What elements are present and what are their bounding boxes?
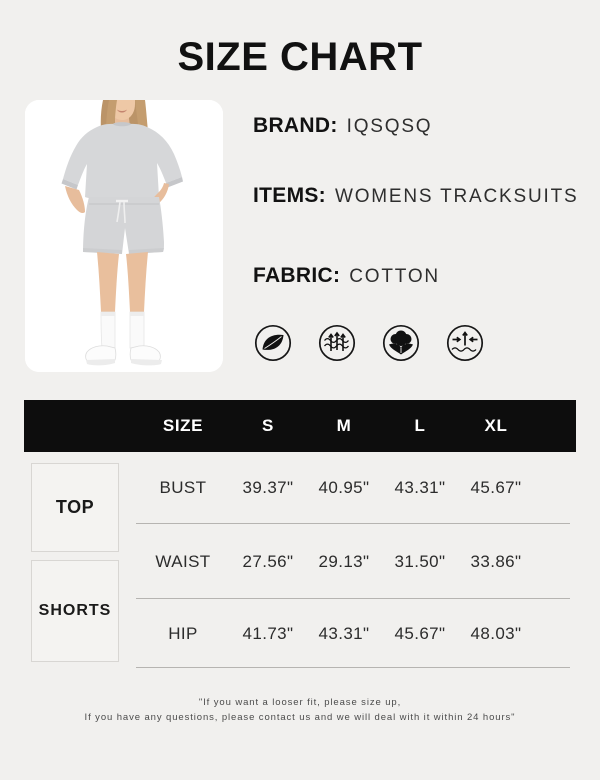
brand-label: BRAND: bbox=[253, 114, 338, 137]
model-photo-illustration bbox=[25, 100, 223, 372]
size-value: 29.13" bbox=[318, 551, 370, 571]
size-value: 39.37" bbox=[242, 478, 294, 497]
header-l: L bbox=[414, 416, 426, 435]
fabric-label: FABRIC: bbox=[253, 264, 341, 287]
size-value: 33.86" bbox=[470, 551, 522, 571]
table-row-waist: WAIST 27.56" 29.13" 31.50" 33.86" bbox=[24, 524, 576, 599]
table-row-hip: HIP 41.73" 43.31" 45.67" 48.03" bbox=[24, 599, 576, 668]
header-s: S bbox=[262, 416, 274, 435]
footer-line-2: If you have any questions, please contac… bbox=[84, 711, 516, 723]
items-value: WOMENS TRACKSUITS bbox=[334, 186, 579, 207]
group-box-top: TOP bbox=[31, 463, 119, 552]
measure-label: WAIST bbox=[155, 551, 211, 571]
size-value: 43.31" bbox=[394, 478, 446, 497]
brand-value: IQSQSQ bbox=[346, 116, 433, 137]
header-m: M bbox=[336, 416, 352, 435]
group-box-shorts: SHORTS bbox=[31, 560, 119, 662]
row-divider bbox=[136, 667, 570, 668]
size-value: 40.95" bbox=[318, 478, 370, 497]
items-row: ITEMS: WOMENS TRACKSUITS bbox=[253, 184, 578, 208]
cotton-icon bbox=[382, 324, 420, 362]
size-table: SIZE S M L XL BUST 39.37" 40.95" 43.31" … bbox=[24, 400, 576, 668]
footer-line-1: "If you want a looser fit, please size u… bbox=[198, 697, 402, 708]
leaf-icon bbox=[254, 324, 292, 362]
size-value: 45.67" bbox=[470, 478, 522, 497]
breathable-icon bbox=[318, 324, 356, 362]
footer-note: "If you want a looser fit, please size u… bbox=[0, 696, 600, 725]
header-xl: XL bbox=[484, 416, 508, 435]
fabric-value: COTTON bbox=[349, 266, 440, 287]
page-title: SIZE CHART bbox=[177, 35, 423, 79]
size-value: 31.50" bbox=[394, 551, 446, 571]
row-divider bbox=[136, 523, 570, 524]
fabric-row: FABRIC: COTTON bbox=[253, 264, 440, 288]
items-label: ITEMS: bbox=[253, 184, 326, 207]
shrink-resistant-icon bbox=[446, 324, 484, 362]
size-value: 27.56" bbox=[242, 551, 294, 571]
size-value: 43.31" bbox=[318, 623, 370, 643]
feature-icons-row bbox=[254, 324, 484, 362]
brand-row: BRAND: IQSQSQ bbox=[253, 114, 432, 138]
measure-label: HIP bbox=[168, 623, 198, 643]
size-value: 41.73" bbox=[242, 623, 294, 643]
row-divider bbox=[136, 598, 570, 599]
size-value: 45.67" bbox=[394, 623, 446, 643]
header-size: SIZE bbox=[162, 416, 204, 435]
size-value: 48.03" bbox=[470, 623, 522, 643]
size-table-header: SIZE S M L XL bbox=[24, 400, 576, 452]
measure-label: BUST bbox=[159, 478, 207, 497]
table-row-bust: BUST 39.37" 40.95" 43.31" 45.67" bbox=[24, 452, 576, 524]
product-photo bbox=[25, 100, 223, 372]
